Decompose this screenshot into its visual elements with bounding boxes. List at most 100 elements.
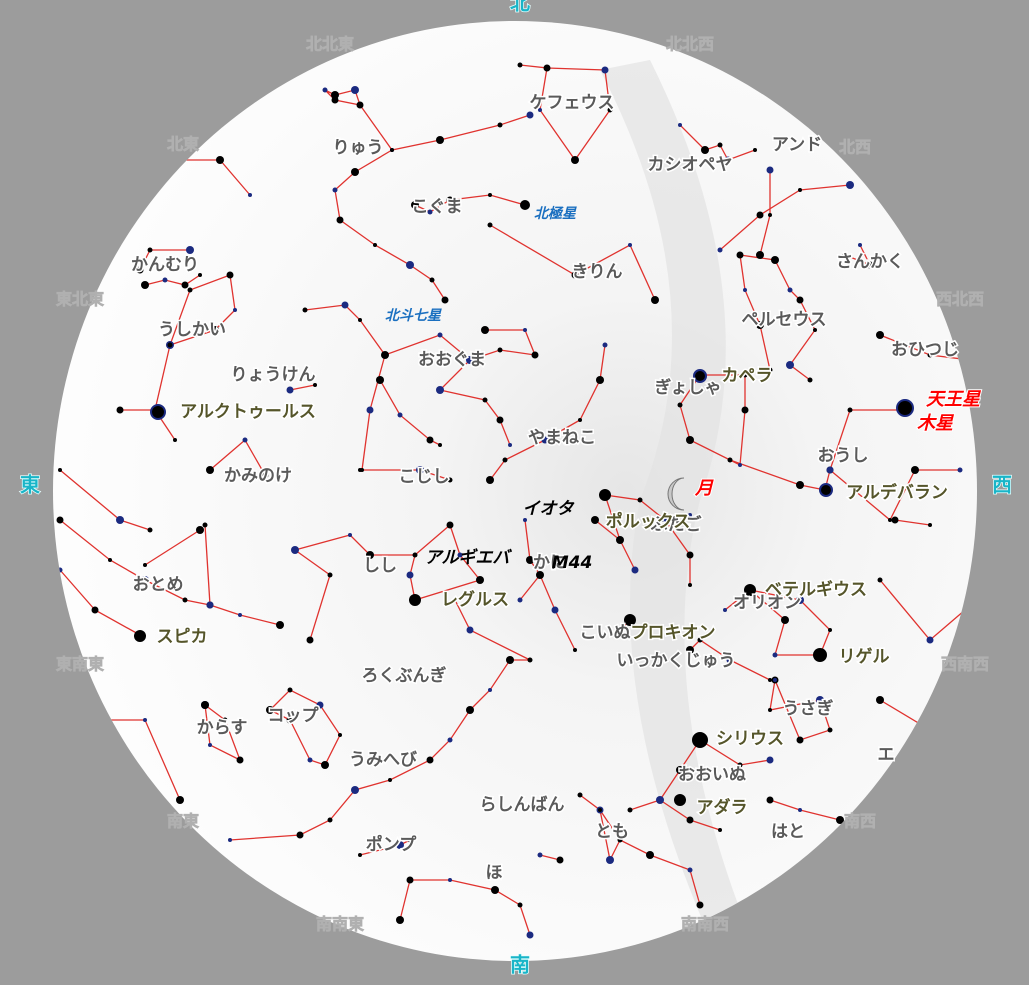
star-dot [768, 213, 772, 217]
star-dot [321, 761, 329, 769]
star-dot [366, 406, 374, 414]
star-dot [376, 376, 384, 384]
direction-label: 西北西 [936, 290, 984, 309]
star-dot [276, 621, 284, 629]
big-dipper-label: 北斗七星 [385, 307, 442, 324]
star-dot [756, 251, 764, 259]
star-dot [162, 277, 168, 283]
star-dot [447, 477, 453, 483]
star-dot [736, 251, 744, 259]
star-dot [571, 271, 579, 279]
star-label: リゲル [839, 646, 890, 667]
star-dot [358, 853, 362, 857]
star-dot [429, 277, 435, 283]
star-dot [842, 252, 848, 258]
star-dot [186, 246, 194, 254]
constellation-label: とも [595, 822, 629, 842]
star-dot [963, 608, 967, 612]
star-label: アルデバラン [846, 482, 948, 503]
constellation-label: エ [878, 745, 895, 765]
star-dot [307, 757, 313, 763]
constellation-label: コップ [268, 705, 320, 726]
constellation-label: おおぐま [418, 350, 486, 370]
star-dot [416, 466, 424, 474]
star-dot [787, 287, 793, 293]
star-dot [446, 196, 454, 204]
star-dot [662, 517, 668, 523]
constellation-label: かみのけ [224, 466, 292, 486]
star-dot [526, 111, 534, 119]
constellation-label: さんかく [836, 252, 904, 272]
marker-label: M44 [552, 553, 593, 573]
star-dot [541, 436, 549, 444]
constellation-label: ほ [486, 863, 503, 883]
star-dot [437, 332, 443, 338]
star-dot [656, 796, 664, 804]
star-dot [396, 916, 404, 924]
star-dot [506, 656, 514, 664]
star-dot [313, 383, 317, 387]
star-dot [798, 808, 802, 812]
star-dot [866, 261, 874, 269]
constellation-label: アンド [772, 135, 822, 155]
star-dot [798, 188, 802, 192]
star-dot [786, 361, 794, 369]
star-dot [718, 828, 722, 832]
direction-label: 南南西 [681, 915, 729, 934]
star-dot [327, 817, 333, 823]
star-dot [338, 733, 342, 737]
star-dot [517, 62, 523, 68]
star-dot [486, 476, 494, 484]
star-dot [676, 766, 684, 774]
direction-label: 東 [20, 473, 40, 497]
star-dot [813, 328, 817, 332]
direction-label: 西南西 [941, 655, 989, 674]
moon-label: 月 [694, 478, 714, 499]
constellation-label: りょうけん [231, 365, 316, 385]
constellation-label: うしかい [158, 320, 226, 340]
star-dot [573, 648, 577, 652]
star-dot [348, 533, 352, 537]
direction-label: 北北東 [306, 35, 354, 54]
direction-label: 南東 [167, 812, 199, 831]
marker-label: アルギエバ [425, 548, 513, 568]
star-dot [388, 778, 392, 782]
star-dot [481, 326, 489, 334]
constellation-label: オリオン [733, 593, 801, 613]
star-dot [208, 743, 212, 747]
star-dot [136, 266, 144, 274]
star-dot [187, 287, 193, 293]
constellation-label: ペルセウス [742, 310, 827, 330]
star-dot [502, 457, 508, 463]
constellation-label: かんむり [131, 255, 199, 275]
star-dot [551, 606, 559, 614]
star-dot [446, 521, 454, 529]
star-dot [436, 136, 444, 144]
star-dot [601, 66, 609, 74]
star-dot [201, 701, 209, 709]
star-dot [628, 243, 632, 247]
star-dot [741, 406, 749, 414]
star-dot [488, 688, 492, 692]
constellation-labels: ケフェウス りゅう カシオペヤ アンド こぐま きりん かんむり さんかく うし… [130, 92, 961, 885]
star-dot [173, 438, 177, 442]
constellation-label: カシオペヤ [648, 155, 733, 175]
star-dot [206, 466, 214, 474]
star-dot [181, 281, 189, 289]
direction-label: 北北西 [666, 35, 714, 54]
star-dot [826, 466, 834, 474]
star-dot [491, 886, 499, 894]
star-dot [697, 637, 703, 643]
constellation-label: かに [533, 553, 567, 573]
star-dot [441, 296, 449, 304]
star-dot [678, 123, 682, 127]
star-dot [58, 468, 62, 472]
star-dot [226, 271, 234, 279]
star-dot [336, 216, 344, 224]
star-dot [606, 856, 614, 864]
star-dot [242, 437, 248, 443]
star-dot [302, 307, 308, 313]
star-dot [287, 687, 293, 693]
direction-label: 北西 [839, 138, 871, 157]
star-dot [332, 187, 338, 193]
